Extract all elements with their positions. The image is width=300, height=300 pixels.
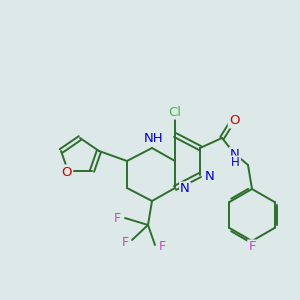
Text: O: O — [62, 166, 72, 178]
Text: NH: NH — [144, 133, 164, 146]
Text: N: N — [180, 182, 190, 196]
Text: F: F — [114, 212, 121, 224]
Text: F: F — [248, 241, 256, 254]
Text: N: N — [205, 169, 215, 182]
Text: H: H — [231, 157, 239, 169]
Text: F: F — [159, 241, 166, 254]
Text: F: F — [122, 236, 129, 248]
Text: Cl: Cl — [169, 106, 182, 118]
Text: O: O — [229, 115, 239, 128]
Text: N: N — [230, 148, 240, 160]
